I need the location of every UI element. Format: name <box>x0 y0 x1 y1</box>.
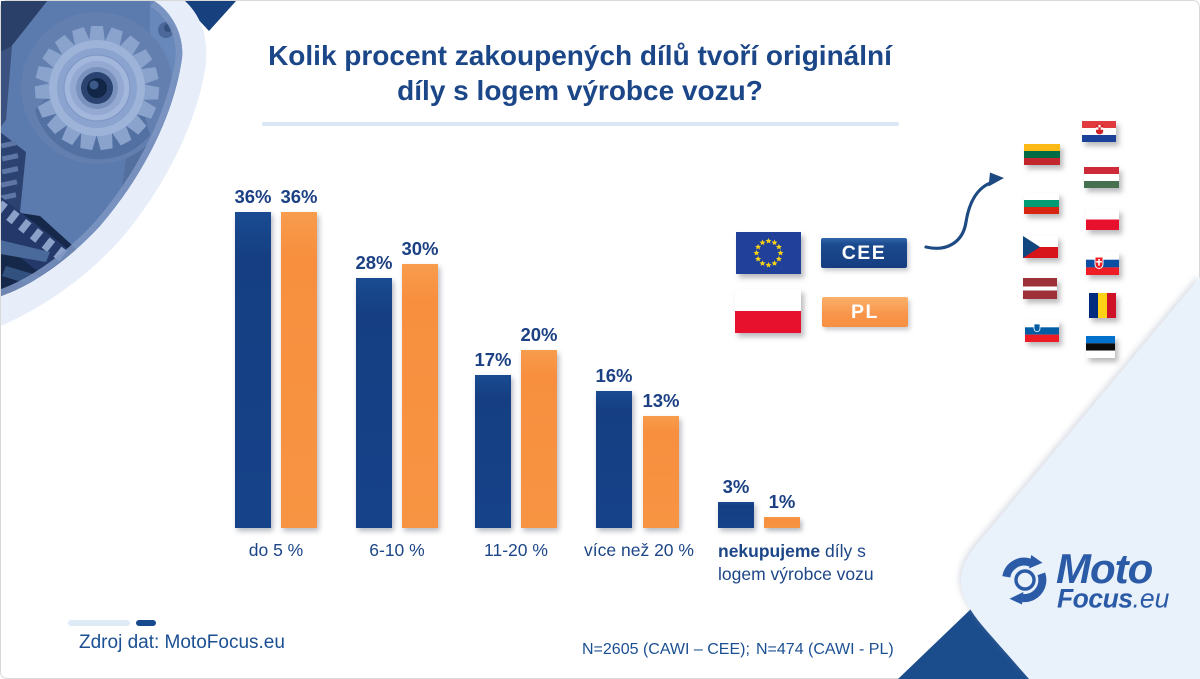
svg-text:Moto: Moto <box>1056 549 1153 592</box>
svg-text:Focus.eu: Focus.eu <box>1057 584 1170 614</box>
